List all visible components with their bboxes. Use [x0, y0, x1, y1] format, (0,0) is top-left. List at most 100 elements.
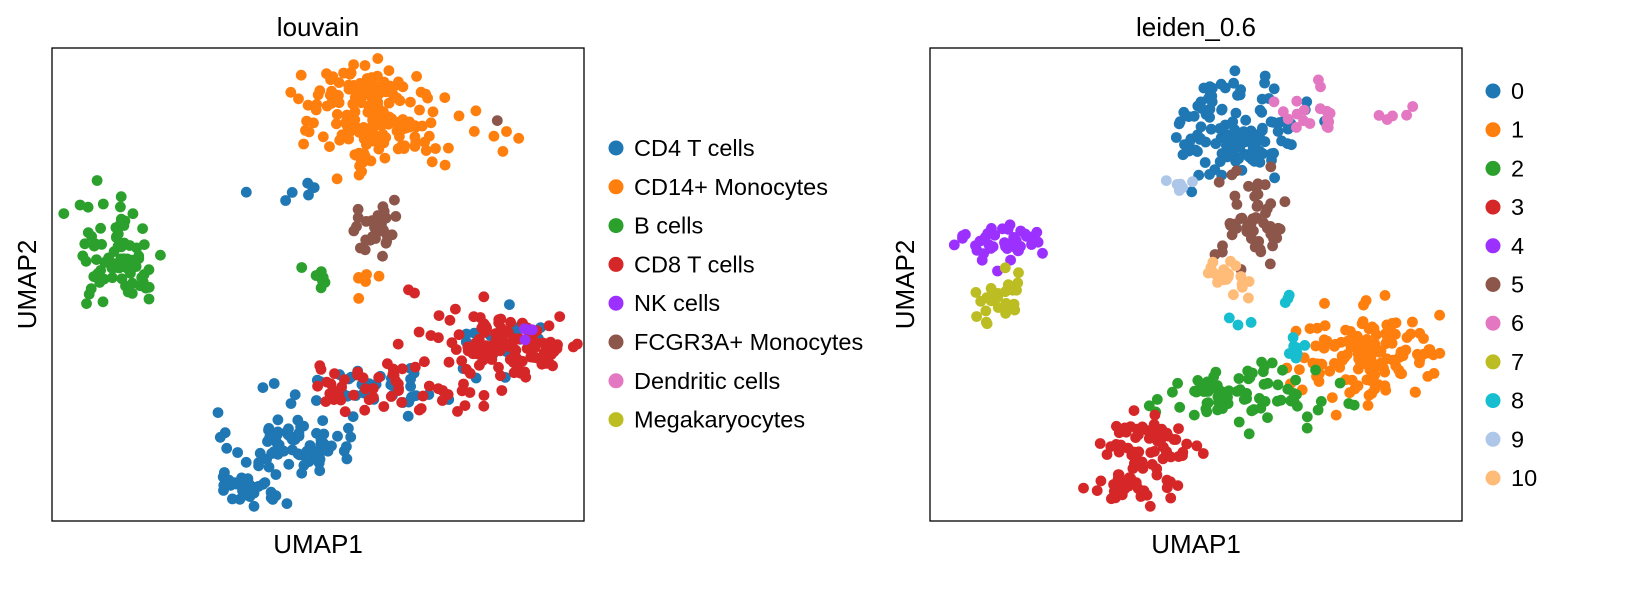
- point-1: [1321, 335, 1333, 347]
- point-0: [1199, 157, 1211, 168]
- point-3: [1130, 432, 1141, 443]
- point-2: [1194, 382, 1206, 394]
- point-cd8-t-cells: [456, 355, 468, 367]
- point-b-cells: [133, 253, 145, 264]
- point-cd14-monocytes: [423, 130, 435, 142]
- point-3: [1115, 439, 1127, 451]
- legend-label: 8: [1511, 388, 1524, 414]
- point-5: [1272, 222, 1284, 234]
- point-cd14-monocytes: [295, 69, 307, 81]
- point-cd14-monocytes: [376, 131, 388, 142]
- point-0: [1184, 136, 1195, 148]
- legend-marker: [1485, 122, 1501, 138]
- point-cd14-monocytes: [366, 72, 378, 83]
- point-10: [1236, 281, 1248, 293]
- point-cd4-t-cells: [292, 414, 304, 426]
- point-cd4-t-cells: [221, 442, 233, 454]
- point-b-cells: [58, 208, 70, 220]
- point-cd14-monocytes: [354, 160, 365, 172]
- point-b-cells: [95, 265, 106, 276]
- point-cd8-t-cells: [485, 342, 496, 353]
- point-2: [1167, 386, 1178, 398]
- point-cd4-t-cells: [341, 441, 352, 452]
- point-3: [1078, 482, 1089, 494]
- plot-frame: [51, 47, 585, 522]
- point-9: [1173, 185, 1185, 196]
- point-b-cells: [77, 250, 89, 262]
- point-cd4-t-cells: [268, 378, 280, 389]
- point-2: [1272, 395, 1283, 407]
- point-fcgr3a-monocytes: [351, 221, 362, 232]
- point-cd8-t-cells: [325, 378, 337, 390]
- point-fcgr3a-monocytes: [377, 250, 388, 262]
- point-cd8-t-cells: [382, 358, 393, 370]
- point-1: [1388, 328, 1400, 340]
- point-4: [985, 243, 997, 254]
- point-0: [1282, 138, 1293, 150]
- point-cd8-t-cells: [478, 318, 490, 330]
- point-cd8-t-cells: [450, 303, 461, 315]
- point-b-cells: [79, 238, 91, 250]
- y-axis-label: UMAP2: [890, 240, 920, 330]
- point-0: [1195, 121, 1207, 133]
- point-2: [1214, 402, 1226, 414]
- point-cd4-t-cells: [244, 479, 256, 490]
- point-7: [999, 301, 1011, 313]
- chart-title: leiden_0.6: [1136, 12, 1256, 42]
- point-cd14-monocytes: [439, 92, 451, 103]
- point-6: [1291, 95, 1303, 107]
- point-0: [1230, 107, 1242, 119]
- legend-label: CD14+ Monocytes: [634, 174, 828, 200]
- point-cd8-t-cells: [363, 394, 375, 406]
- point-cd14-monocytes: [293, 93, 304, 105]
- point-2: [1301, 411, 1313, 423]
- point-2: [1292, 400, 1303, 412]
- point-b-cells: [96, 239, 107, 250]
- point-cd4-t-cells: [311, 395, 322, 406]
- point-cd4-t-cells: [302, 177, 314, 189]
- point-1: [1294, 364, 1305, 375]
- point-10: [1218, 264, 1230, 276]
- point-cd8-t-cells: [521, 343, 533, 354]
- point-cd8-t-cells: [320, 396, 332, 407]
- point-6: [1401, 109, 1412, 121]
- point-cd14-monocytes: [405, 96, 416, 108]
- point-cd14-monocytes: [409, 141, 421, 152]
- point-1: [1428, 349, 1439, 361]
- point-3: [1149, 446, 1160, 457]
- point-cd8-t-cells: [446, 337, 458, 349]
- legend: CD4 T cells CD14+ Monocytes B cells CD8 T c…: [608, 135, 863, 433]
- point-0: [1186, 186, 1198, 198]
- point-b-cells: [126, 288, 138, 299]
- point-b-cells: [115, 191, 127, 203]
- legend-marker: [608, 334, 624, 350]
- point-1: [1335, 336, 1347, 348]
- point-0: [1256, 93, 1268, 105]
- point-fcgr3a-monocytes: [359, 244, 371, 256]
- point-cd14-monocytes: [488, 130, 500, 142]
- scatter-points: [948, 65, 1462, 512]
- point-b-cells: [124, 267, 136, 279]
- point-cd4-t-cells: [265, 492, 277, 504]
- point-0: [1227, 116, 1239, 128]
- point-1: [1372, 379, 1384, 390]
- point-cd14-monocytes: [373, 143, 385, 155]
- x-axis-label: UMAP1: [1151, 529, 1241, 559]
- point-cd8-t-cells: [478, 400, 490, 412]
- point-1: [1358, 299, 1369, 311]
- point-cd4-t-cells: [293, 427, 305, 439]
- point-b-cells: [74, 199, 86, 211]
- point-0: [1269, 172, 1280, 184]
- point-b-cells: [109, 262, 121, 273]
- point-0: [1248, 155, 1260, 167]
- point-2: [1243, 428, 1255, 440]
- point-cd8-t-cells: [419, 356, 430, 368]
- point-1: [1380, 384, 1392, 396]
- point-2: [1174, 401, 1186, 413]
- point-cd8-t-cells: [378, 401, 390, 412]
- point-0: [1173, 118, 1185, 130]
- point-cd4-t-cells: [263, 461, 275, 473]
- point-fcgr3a-monocytes: [370, 233, 381, 244]
- point-cd8-t-cells: [543, 320, 555, 332]
- point-7: [1013, 267, 1024, 279]
